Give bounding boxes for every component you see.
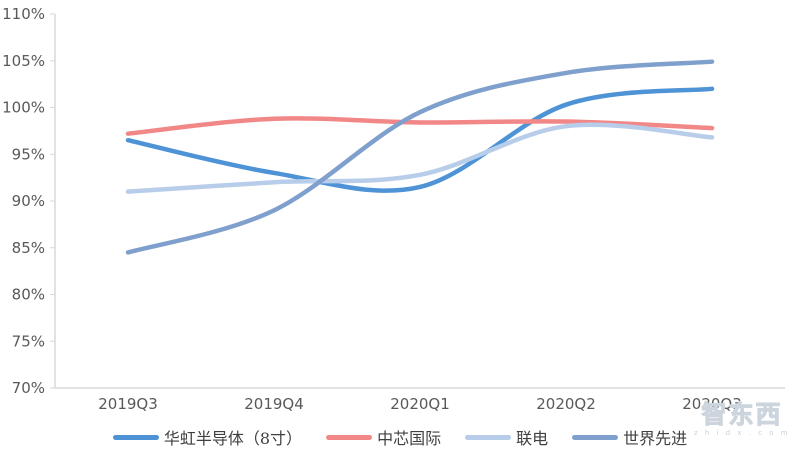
legend-item-huahong: 华虹半导体（8寸）	[112, 425, 303, 449]
x-axis-label-2020Q2: 2020Q2	[536, 395, 596, 413]
series-line-2	[125, 122, 715, 194]
legend-swatch-smic	[326, 434, 373, 440]
legend-swatch-vis	[572, 434, 619, 440]
series-line-3	[125, 59, 715, 255]
x-axis-label-2020Q3: 2020Q3	[682, 395, 742, 413]
y-axis-label: 85%	[12, 239, 45, 257]
y-axis-label: 95%	[12, 145, 45, 163]
legend-item-umc: 联电	[465, 425, 548, 449]
plot-area: 70% 75% 80% 85% 90% 95% 100% 105% 110% 2019Q3 2019…	[2, 5, 785, 413]
legend-label-vis: 世界先进	[623, 429, 688, 448]
legend-swatch-umc	[465, 434, 512, 440]
legend: 华虹半导体（8寸） 中芯国际 联电 世界先进	[0, 425, 800, 449]
x-axis-label-2019Q3: 2019Q3	[98, 395, 158, 413]
legend-label-umc: 联电	[516, 429, 549, 448]
y-axis-label: 90%	[12, 192, 45, 210]
legend-swatch-huahong	[112, 434, 159, 440]
y-axis-label: 80%	[12, 286, 45, 304]
series-line-1	[125, 116, 715, 136]
y-axis-label: 70%	[12, 379, 45, 397]
series-line-0	[125, 86, 715, 193]
x-axis-label-2019Q4: 2019Q4	[244, 395, 304, 413]
legend-item-smic: 中芯国际	[326, 425, 441, 449]
y-axis-label: 75%	[12, 332, 45, 350]
y-axis-label: 105%	[2, 52, 45, 70]
legend-item-vis: 世界先进	[572, 425, 687, 449]
legend-label-huahong: 华虹半导体（8寸）	[163, 429, 303, 448]
legend-label-smic: 中芯国际	[377, 429, 442, 448]
y-axis-label: 100%	[2, 99, 45, 117]
y-axis-label: 110%	[2, 5, 45, 23]
x-axis-label-2020Q1: 2020Q1	[390, 395, 450, 413]
